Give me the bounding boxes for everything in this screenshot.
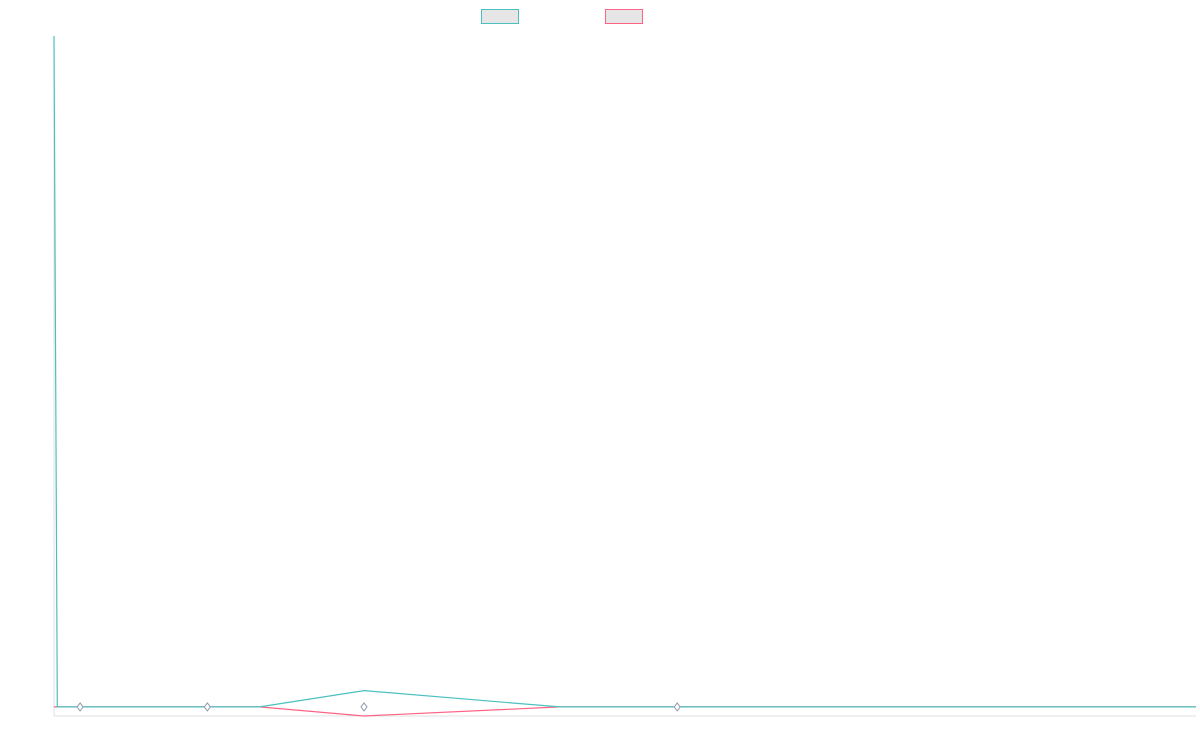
series-layer <box>53 35 1196 717</box>
data-point <box>203 702 211 712</box>
legend-item-series-b[interactable] <box>605 9 649 24</box>
series-line-a <box>53 35 1196 708</box>
chart-legend <box>0 9 1200 27</box>
legend-swatch-series-b <box>605 9 643 24</box>
legend-swatch-series-a <box>481 9 519 24</box>
chart-axes <box>53 36 1196 717</box>
series-line-b <box>54 706 1196 717</box>
legend-item-series-a[interactable] <box>481 9 525 24</box>
points-layer <box>76 702 681 712</box>
data-point <box>360 702 368 712</box>
data-point <box>673 702 681 712</box>
data-point <box>76 702 84 712</box>
